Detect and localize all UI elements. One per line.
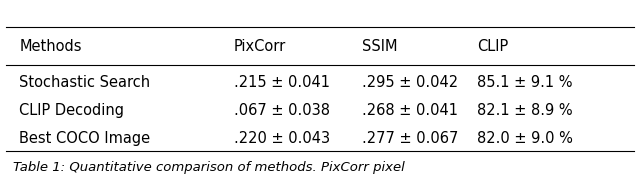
Text: SSIM: SSIM [362,39,397,53]
Text: Methods: Methods [19,39,82,53]
Text: Best COCO Image: Best COCO Image [19,132,150,146]
Text: .268 ± 0.041: .268 ± 0.041 [362,103,458,118]
Text: Table 1: Quantitative comparison of methods. PixCorr pixel: Table 1: Quantitative comparison of meth… [13,161,404,174]
Text: 82.1 ± 8.9 %: 82.1 ± 8.9 % [477,103,572,118]
Text: .220 ± 0.043: .220 ± 0.043 [234,132,330,146]
Text: .067 ± 0.038: .067 ± 0.038 [234,103,330,118]
Text: .215 ± 0.041: .215 ± 0.041 [234,75,330,90]
Text: Stochastic Search: Stochastic Search [19,75,150,90]
Text: .277 ± 0.067: .277 ± 0.067 [362,132,458,146]
Text: 85.1 ± 9.1 %: 85.1 ± 9.1 % [477,75,572,90]
Text: PixCorr: PixCorr [234,39,286,53]
Text: CLIP: CLIP [477,39,508,53]
Text: CLIP Decoding: CLIP Decoding [19,103,124,118]
Text: 82.0 ± 9.0 %: 82.0 ± 9.0 % [477,132,573,146]
Text: .295 ± 0.042: .295 ± 0.042 [362,75,458,90]
